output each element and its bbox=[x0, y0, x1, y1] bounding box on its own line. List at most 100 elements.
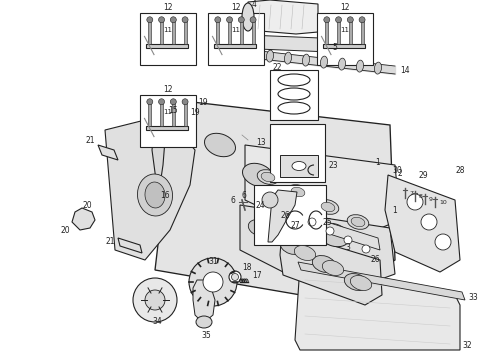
Ellipse shape bbox=[318, 223, 349, 247]
Ellipse shape bbox=[204, 133, 236, 157]
Text: 12: 12 bbox=[231, 3, 241, 12]
Circle shape bbox=[326, 227, 334, 235]
Polygon shape bbox=[155, 100, 395, 300]
Ellipse shape bbox=[322, 261, 343, 275]
Polygon shape bbox=[248, 35, 330, 52]
Text: 11: 11 bbox=[341, 27, 349, 33]
Text: 16: 16 bbox=[160, 190, 170, 199]
Text: 18: 18 bbox=[242, 264, 251, 273]
Polygon shape bbox=[160, 21, 163, 44]
Bar bbox=[140, 13, 196, 65]
Text: 24: 24 bbox=[255, 201, 265, 210]
Text: 25: 25 bbox=[322, 217, 332, 226]
Polygon shape bbox=[337, 21, 340, 44]
Polygon shape bbox=[216, 21, 220, 44]
Ellipse shape bbox=[351, 217, 365, 227]
Ellipse shape bbox=[347, 215, 369, 229]
Polygon shape bbox=[268, 190, 297, 242]
Ellipse shape bbox=[285, 52, 292, 64]
Polygon shape bbox=[228, 21, 231, 44]
Circle shape bbox=[159, 17, 165, 23]
Text: 19: 19 bbox=[198, 98, 208, 107]
Text: 34: 34 bbox=[152, 318, 162, 327]
Text: 26: 26 bbox=[370, 256, 380, 265]
Circle shape bbox=[347, 17, 353, 23]
Ellipse shape bbox=[242, 3, 254, 31]
Circle shape bbox=[250, 17, 256, 23]
Polygon shape bbox=[172, 21, 175, 44]
Polygon shape bbox=[146, 126, 188, 130]
Bar bbox=[270, 70, 318, 120]
Text: 35: 35 bbox=[201, 332, 211, 341]
Text: 15: 15 bbox=[168, 105, 178, 114]
Text: 12: 12 bbox=[340, 3, 350, 12]
Polygon shape bbox=[251, 21, 255, 44]
Bar bbox=[208, 13, 264, 65]
Polygon shape bbox=[295, 212, 380, 250]
Text: 9: 9 bbox=[429, 197, 433, 202]
Text: 11: 11 bbox=[231, 27, 241, 33]
Text: 21: 21 bbox=[105, 238, 115, 247]
Text: 11: 11 bbox=[164, 27, 172, 33]
Text: 20: 20 bbox=[82, 201, 92, 210]
Text: 19: 19 bbox=[191, 108, 200, 117]
Ellipse shape bbox=[278, 88, 310, 100]
Ellipse shape bbox=[280, 238, 304, 255]
Polygon shape bbox=[240, 205, 395, 297]
Circle shape bbox=[324, 17, 330, 23]
Text: 33: 33 bbox=[468, 293, 478, 302]
Circle shape bbox=[182, 99, 188, 105]
Ellipse shape bbox=[261, 172, 275, 182]
Polygon shape bbox=[295, 265, 460, 350]
Bar bbox=[317, 13, 373, 65]
Polygon shape bbox=[298, 262, 465, 300]
Text: 28: 28 bbox=[455, 166, 465, 175]
Bar bbox=[140, 95, 196, 147]
Polygon shape bbox=[325, 21, 328, 44]
Text: 20: 20 bbox=[60, 225, 70, 234]
Polygon shape bbox=[98, 145, 118, 160]
Polygon shape bbox=[184, 21, 187, 44]
Circle shape bbox=[344, 236, 352, 244]
Circle shape bbox=[226, 17, 233, 23]
Ellipse shape bbox=[312, 256, 336, 273]
Circle shape bbox=[189, 258, 237, 306]
Circle shape bbox=[407, 194, 423, 210]
Circle shape bbox=[421, 214, 437, 230]
Polygon shape bbox=[361, 21, 364, 44]
Text: 22: 22 bbox=[272, 63, 281, 72]
Text: 32: 32 bbox=[462, 341, 472, 350]
Ellipse shape bbox=[278, 102, 310, 114]
Polygon shape bbox=[280, 155, 318, 177]
Polygon shape bbox=[280, 230, 382, 305]
Text: 12: 12 bbox=[163, 3, 173, 12]
Ellipse shape bbox=[291, 187, 305, 197]
Bar bbox=[270, 124, 325, 182]
Circle shape bbox=[359, 17, 365, 23]
Text: 23: 23 bbox=[328, 161, 338, 170]
Text: 26: 26 bbox=[280, 211, 290, 220]
Ellipse shape bbox=[321, 202, 335, 212]
Polygon shape bbox=[248, 0, 318, 34]
Ellipse shape bbox=[229, 271, 241, 283]
Ellipse shape bbox=[138, 174, 172, 216]
Ellipse shape bbox=[243, 163, 273, 187]
Ellipse shape bbox=[292, 162, 306, 171]
Circle shape bbox=[159, 99, 165, 105]
Ellipse shape bbox=[317, 200, 339, 214]
Ellipse shape bbox=[145, 182, 165, 208]
Text: 13: 13 bbox=[256, 138, 266, 147]
Ellipse shape bbox=[231, 274, 239, 280]
Ellipse shape bbox=[196, 316, 212, 328]
Text: 1: 1 bbox=[375, 158, 380, 166]
Text: 5: 5 bbox=[332, 42, 337, 51]
Ellipse shape bbox=[356, 60, 364, 72]
Polygon shape bbox=[72, 208, 95, 230]
Text: 8: 8 bbox=[419, 194, 423, 198]
Text: 4: 4 bbox=[252, 0, 257, 9]
Text: 12: 12 bbox=[163, 85, 173, 94]
Text: 11: 11 bbox=[164, 109, 172, 114]
Bar bbox=[254, 185, 326, 245]
Text: 27: 27 bbox=[290, 220, 300, 230]
Circle shape bbox=[171, 17, 176, 23]
